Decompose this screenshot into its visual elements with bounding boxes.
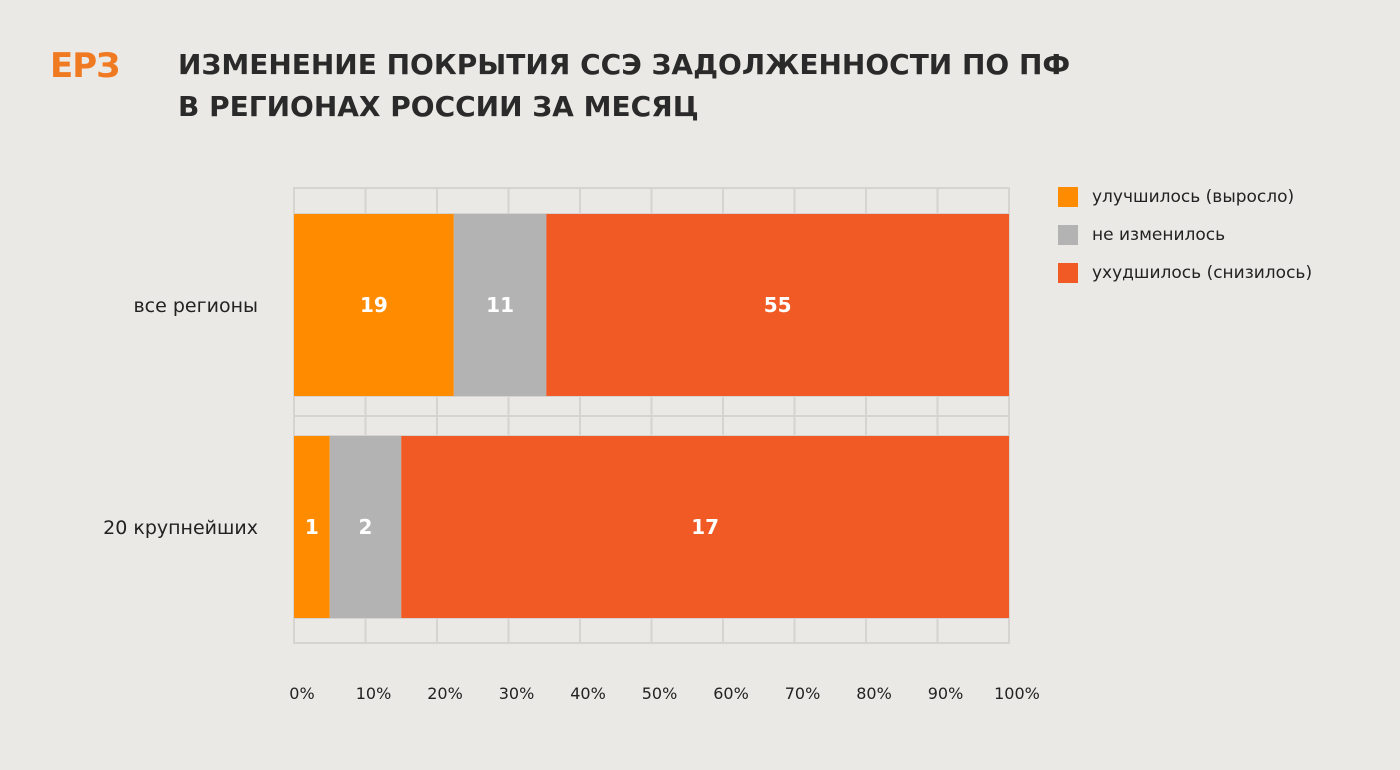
logo: ЕРЗ [50,46,120,86]
x-tick-label-7: 70% [785,684,821,703]
chart-title-line-1: ИЗМЕНЕНИЕ ПОКРЫТИЯ ССЭ ЗАДОЛЖЕННОСТИ ПО … [178,48,1071,81]
legend-item-unchanged: не изменилось [1058,224,1312,246]
legend-swatch-unchanged [1058,225,1078,245]
legend-label-unchanged: не изменилось [1092,225,1226,245]
data-label-1-2: 17 [691,515,719,539]
chart-title-line-2: В РЕГИОНАХ РОССИИ ЗА МЕСЯЦ [178,90,699,123]
data-label-1-0: 1 [305,515,319,539]
category-label-0: все регионы [133,295,258,317]
bar-0-1 [453,214,547,396]
x-tick-label-3: 30% [499,684,535,703]
x-tick-label-1: 10% [356,684,392,703]
x-tick-label-9: 90% [928,684,964,703]
legend-swatch-improved [1058,187,1078,207]
x-tick-label-0: 0% [289,684,314,703]
legend-item-improved: улучшилось (выросло) [1058,186,1312,208]
x-tick-label-4: 40% [570,684,606,703]
x-tick-label-10: 100% [994,684,1040,703]
legend-label-improved: улучшилось (выросло) [1092,187,1295,207]
bar-1-2 [401,436,1009,618]
legend: улучшилось (выросло) не изменилось ухудш… [1058,186,1312,300]
data-label-0-1: 11 [486,293,514,317]
chart-title: ИЗМЕНЕНИЕ ПОКРЫТИЯ ССЭ ЗАДОЛЖЕННОСТИ ПО … [178,44,1178,128]
data-label-0-0: 19 [360,293,388,317]
bar-0-2 [546,214,1009,396]
category-label-1: 20 крупнейших [103,517,258,539]
bar-1-0 [294,436,330,618]
bar-1-1 [329,436,402,618]
legend-swatch-worsened [1058,263,1078,283]
data-label-0-2: 55 [764,293,792,317]
data-label-1-1: 2 [359,515,373,539]
x-tick-label-2: 20% [427,684,463,703]
legend-label-worsened: ухудшилось (снизилось) [1092,263,1313,283]
x-tick-label-5: 50% [642,684,678,703]
x-tick-label-6: 60% [713,684,749,703]
legend-item-worsened: ухудшилось (снизилось) [1058,262,1312,284]
x-tick-label-8: 80% [856,684,892,703]
bar-0-0 [294,214,454,396]
